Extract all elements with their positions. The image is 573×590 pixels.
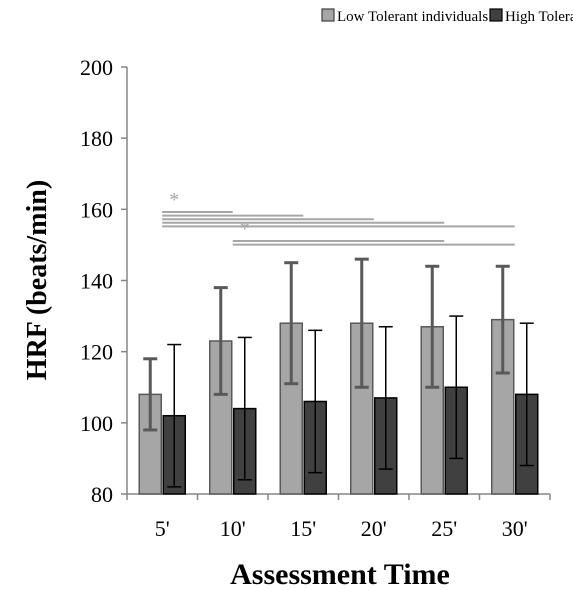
x-tick-label: 20': [361, 516, 387, 541]
x-axis: 5' 10' 15' 20' 25' 30': [126, 493, 551, 541]
x-tick-label: 30': [502, 516, 528, 541]
y-tick-label: 120: [80, 340, 113, 365]
legend-label-high: High Tolerant individuals: [505, 9, 573, 25]
y-tick-label: 100: [80, 411, 113, 436]
legend-label-low: Low Tolerant individuals: [337, 9, 488, 25]
y-tick-label: 180: [80, 126, 113, 151]
legend: Low Tolerant individuals High Tolerant i…: [321, 8, 573, 25]
x-axis-title: Assessment Time: [230, 558, 450, 590]
legend-swatch-low: [321, 8, 335, 22]
x-tick-label: 25': [431, 516, 457, 541]
y-axis-title: HRF (beats/min): [22, 180, 53, 380]
significance-star: *: [169, 189, 179, 211]
significance-lines: **: [162, 189, 515, 246]
y-tick-label: 200: [80, 55, 113, 80]
y-axis: 80 100 120 140 160 180 200: [80, 55, 128, 507]
bars: [138, 318, 539, 495]
y-tick-label: 160: [80, 197, 113, 222]
x-tick-label: 10': [220, 516, 246, 541]
legend-swatch-high: [489, 8, 503, 22]
y-tick-label: 80: [91, 482, 113, 507]
x-tick-label: 15': [290, 516, 316, 541]
error-bars: [143, 257, 534, 488]
y-tick-label: 140: [80, 269, 113, 294]
significance-star: *: [240, 218, 250, 240]
x-tick-label: 5': [155, 516, 170, 541]
